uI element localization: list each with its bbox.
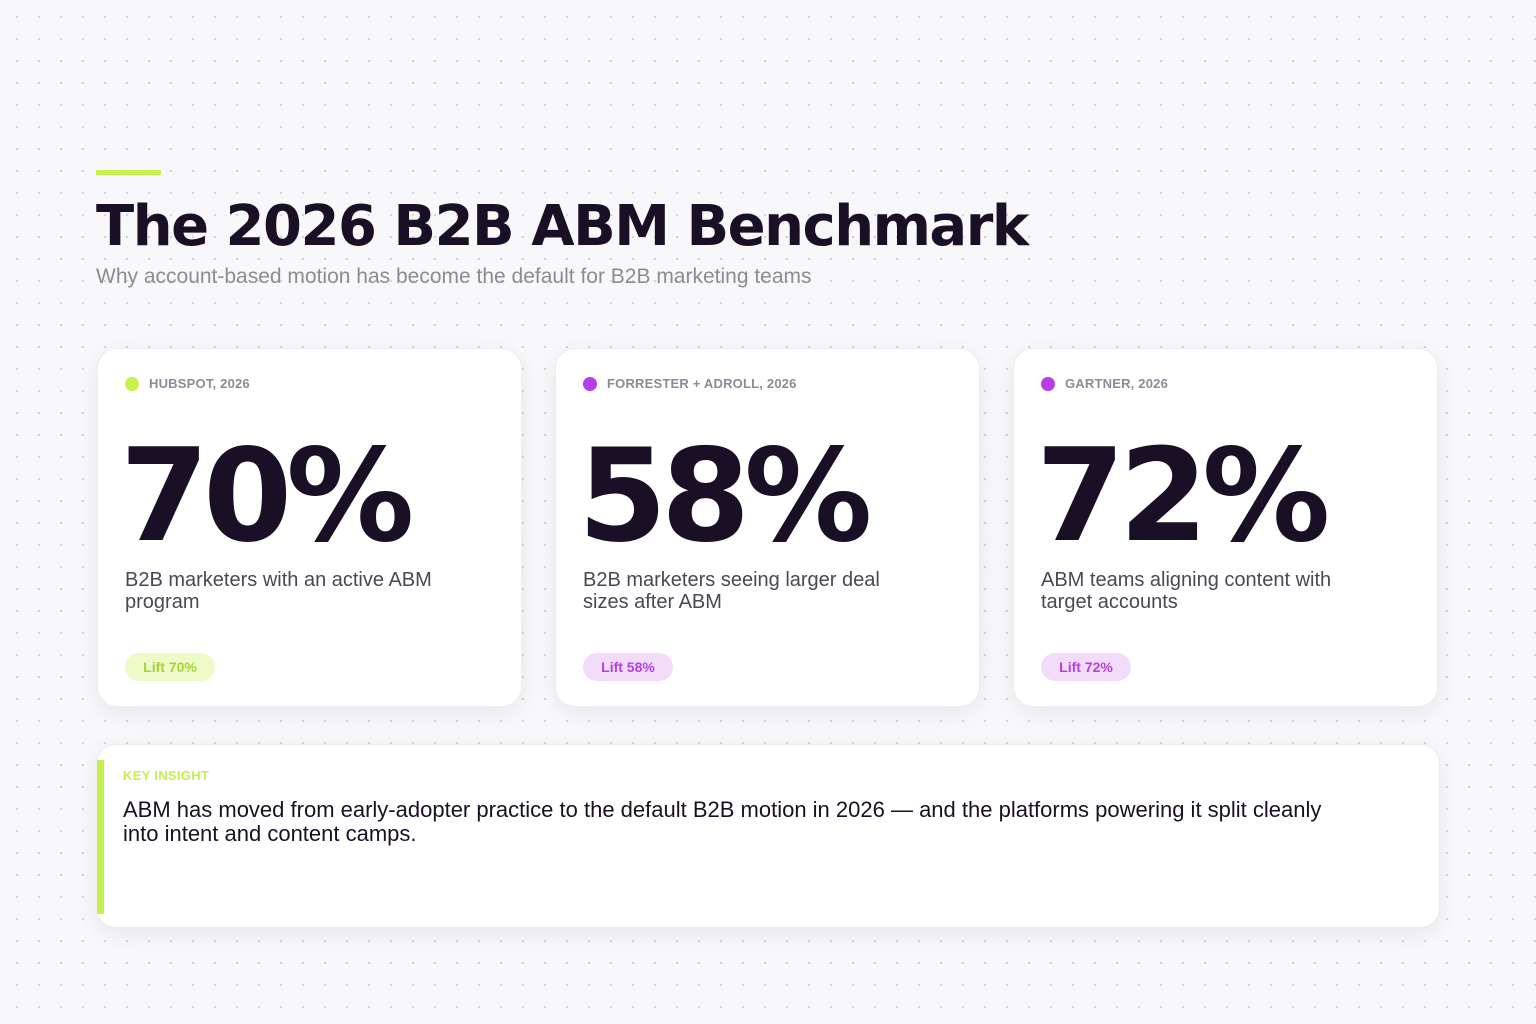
stat-value: 72% bbox=[1036, 422, 1330, 571]
stat-card-hubspot: HUBSPOT, 2026 70% B2B marketers with an … bbox=[97, 348, 522, 707]
stat-source-label: GARTNER, 2026 bbox=[1065, 376, 1169, 391]
page-title: The 2026 B2B ABM Benchmark bbox=[96, 194, 1029, 259]
stat-card-forrester-adroll: FORRESTER + ADROLL, 2026 58% B2B markete… bbox=[555, 348, 980, 707]
source-dot-icon bbox=[583, 376, 597, 391]
stat-source: GARTNER, 2026 bbox=[1041, 376, 1168, 391]
stat-value: 70% bbox=[120, 422, 414, 571]
stat-source: FORRESTER + ADROLL, 2026 bbox=[583, 376, 797, 391]
insight-label: KEY INSIGHT bbox=[123, 768, 210, 783]
lift-badge: Lift 58% bbox=[583, 653, 673, 681]
page-subtitle: Why account-based motion has become the … bbox=[96, 265, 812, 288]
source-dot-icon bbox=[1041, 376, 1055, 391]
stat-description: B2B marketers with an active ABM program bbox=[125, 569, 432, 613]
stat-description: ABM teams aligning content with target a… bbox=[1041, 569, 1332, 613]
stat-source-label: FORRESTER + ADROLL, 2026 bbox=[607, 376, 797, 391]
lift-badge: Lift 72% bbox=[1041, 653, 1131, 681]
stat-description: B2B marketers seeing larger deal sizes a… bbox=[583, 569, 880, 613]
insight-text: ABM has moved from early-adopter practic… bbox=[123, 797, 1322, 846]
key-insight-card: KEY INSIGHT ABM has moved from early-ado… bbox=[96, 744, 1440, 928]
stat-card-gartner: GARTNER, 2026 72% ABM teams aligning con… bbox=[1013, 348, 1438, 707]
stat-source: HUBSPOT, 2026 bbox=[125, 376, 250, 391]
stat-source-label: HUBSPOT, 2026 bbox=[149, 376, 250, 391]
source-dot-icon bbox=[125, 376, 139, 391]
title-accent-rule bbox=[96, 170, 161, 175]
stat-value: 58% bbox=[578, 422, 872, 571]
insight-accent-bar bbox=[97, 760, 104, 914]
lift-badge: Lift 70% bbox=[125, 653, 215, 681]
